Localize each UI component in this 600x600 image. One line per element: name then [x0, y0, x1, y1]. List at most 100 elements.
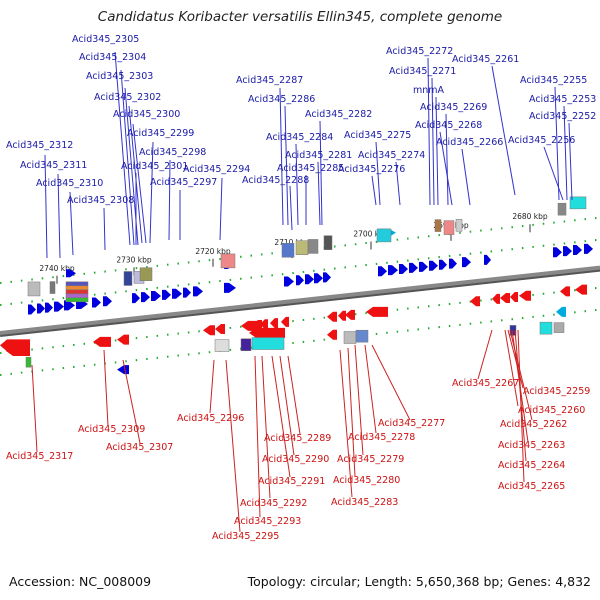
- minus-leader-line: [477, 329, 493, 380]
- plus-gene-label: Acid345_2284: [266, 132, 333, 143]
- feature-box: [455, 219, 463, 232]
- minus-gene-arrow: [270, 318, 278, 329]
- feature-box: [569, 196, 587, 210]
- feature-box: [65, 297, 89, 303]
- plus-gene-label: Acid345_2281: [285, 150, 352, 161]
- plus-leader-line: [543, 146, 564, 201]
- plus-leader-line: [554, 86, 560, 201]
- minus-gene-arrow: [93, 336, 111, 347]
- plus-gene-label: Acid345_2310: [36, 178, 103, 189]
- plus-gene-label: Acid345_2294: [183, 164, 250, 175]
- plus-gene-arrow: [553, 247, 562, 258]
- kbp-tick-label: 2720 kbp: [195, 247, 231, 256]
- plus-leader-line: [427, 57, 431, 206]
- feature-box: [49, 281, 56, 294]
- plus-gene-arrow: [573, 245, 582, 256]
- feature-box: [65, 281, 89, 287]
- plus-leader-line: [279, 87, 284, 226]
- minus-leader-line: [225, 359, 241, 533]
- kbp-tick-label: 2740 kbp: [39, 264, 75, 273]
- minus-gene-arrow: [281, 316, 289, 327]
- plus-gene-arrow: [151, 290, 161, 301]
- plus-gene-arrow: [484, 254, 491, 265]
- minus-gene-arrow: [260, 319, 268, 330]
- plus-leader-line: [491, 65, 516, 196]
- plus-leader-line: [114, 51, 131, 246]
- genome-backbone: [0, 265, 600, 335]
- plus-leader-line: [319, 120, 323, 226]
- plus-leader-line: [289, 185, 293, 231]
- minus-leader-line: [507, 329, 524, 389]
- kbp-tick-label: 2680 kbp: [512, 212, 548, 221]
- plus-gene-label: Acid345_2312: [6, 140, 73, 151]
- plus-gene-arrow: [103, 296, 112, 307]
- plus-leader-line: [69, 191, 74, 256]
- minus-gene-arrow: [500, 292, 510, 303]
- minus-gene-label: Acid345_2280: [333, 475, 400, 486]
- minus-gene-label: Acid345_2264: [498, 460, 565, 471]
- plus-gene-label: Acid345_2302: [94, 92, 161, 103]
- minus-gene-label: Acid345_2262: [500, 419, 567, 430]
- plus-gene-arrow: [399, 264, 408, 275]
- minus-leader-line: [354, 344, 364, 456]
- minus-leader-line: [371, 344, 411, 421]
- map-title: Candidatus Koribacter versatilis Ellin34…: [97, 9, 503, 25]
- minus-gene-label: Acid345_2263: [498, 440, 565, 451]
- feature-box: [343, 331, 357, 344]
- feature-box: [27, 281, 41, 297]
- minus-gene-label: Acid345_2295: [212, 531, 279, 542]
- plus-leader-line: [120, 69, 135, 246]
- plus-gene-label: Acid345_2299: [127, 128, 194, 139]
- minus-gene-label: Acid345_2293: [234, 516, 301, 527]
- plus-leader-line: [375, 141, 381, 206]
- plus-leader-line: [149, 141, 154, 244]
- plus-gene-arrow: [284, 276, 294, 287]
- plus-gene-arrow: [409, 262, 418, 273]
- plus-leader-line: [461, 148, 471, 206]
- plus-gene-arrow: [378, 266, 387, 277]
- minus-gene-arrow: [0, 339, 30, 352]
- plus-gene-label: Acid345_2255: [520, 75, 587, 86]
- plus-gene-arrow: [172, 288, 182, 299]
- minus-gene-label: Acid345_2309: [78, 424, 145, 435]
- feature-box: [65, 285, 89, 291]
- plus-leader-line: [431, 77, 435, 206]
- feature-box: [295, 240, 309, 255]
- minus-gene-arrow: [470, 296, 480, 307]
- minus-gene-label: Acid345_2296: [177, 413, 244, 424]
- plus-leader-line: [395, 161, 401, 206]
- kbp-tick-label: 2730 kbp: [116, 255, 152, 264]
- plus-gene-label: Acid345_2253: [529, 94, 596, 105]
- plus-gene-label: Acid345_2286: [248, 94, 315, 105]
- plus-gene-label: Acid345_2256: [508, 135, 575, 146]
- plus-leader-line: [219, 177, 223, 241]
- minus-leader-line: [517, 329, 525, 483]
- minus-gene-label: Acid345_2290: [262, 454, 329, 465]
- plus-leader-line: [57, 173, 61, 259]
- plus-gene-arrow: [183, 287, 191, 298]
- plus-gene-arrow: [193, 286, 203, 297]
- plus-gene-label: Acid345_2274: [358, 150, 425, 161]
- plus-leader-line: [445, 113, 449, 206]
- plus-gene-arrow: [305, 274, 314, 285]
- feature-box: [139, 267, 153, 281]
- plus-gene-label: Acid345_2282: [305, 109, 372, 120]
- minus-leader-line: [287, 355, 301, 435]
- minus-gene-label: Acid345_2277: [378, 418, 445, 429]
- kbp-tick-label: 2710 kbp: [274, 238, 310, 247]
- minus-leader-line: [504, 329, 519, 407]
- feature-box: [123, 271, 133, 286]
- minus-gene-arrow: [510, 291, 518, 302]
- minus-leader-line: [364, 344, 377, 434]
- plus-leader-line: [295, 143, 299, 226]
- minus-gene-label: Acid345_2265: [498, 481, 565, 492]
- plus-leader-line: [284, 105, 289, 226]
- plus-leader-line: [103, 207, 106, 251]
- feature-box: [251, 337, 285, 350]
- minus-gene-arrow: [519, 290, 531, 301]
- plus-gene-label: Acid345_2261: [452, 54, 519, 65]
- plus-gene-arrow: [419, 261, 428, 272]
- plus-leader-line: [371, 175, 377, 206]
- minus-gene-label: Acid345_2283: [331, 497, 398, 508]
